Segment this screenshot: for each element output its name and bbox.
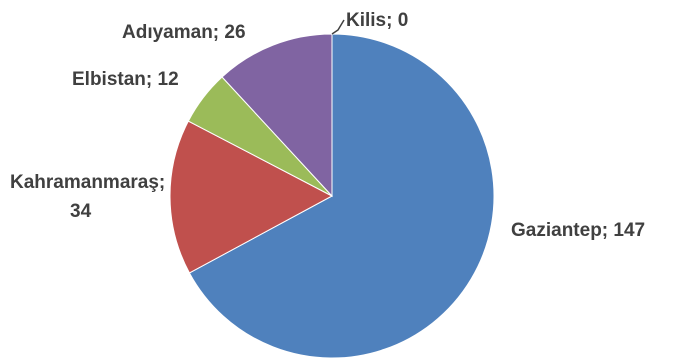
pie-slice-adiyaman (221, 33, 333, 198)
pie-slice-gaziantep (188, 33, 495, 359)
pie-label-adiyaman: Adıyaman; 26 (122, 22, 246, 43)
pie-leader-kilis (331, 19, 345, 35)
slices-layer (169, 33, 495, 359)
pie-label-elbistan: Elbistan; 12 (72, 69, 179, 90)
pie-label-kilis: Kilis; 0 (346, 10, 408, 31)
labels-layer: Gaziantep; 147 Kahramanmaraş; 34 Elbistan; … (10, 10, 645, 241)
pie-slice-kahramanmaras (169, 120, 334, 274)
pie-label-gaziantep: Gaziantep; 147 (511, 220, 645, 241)
pie-label-kahramanmaras-value: 34 (70, 201, 92, 222)
pie-label-kahramanmaras-name: Kahramanmaraş; (10, 172, 165, 193)
